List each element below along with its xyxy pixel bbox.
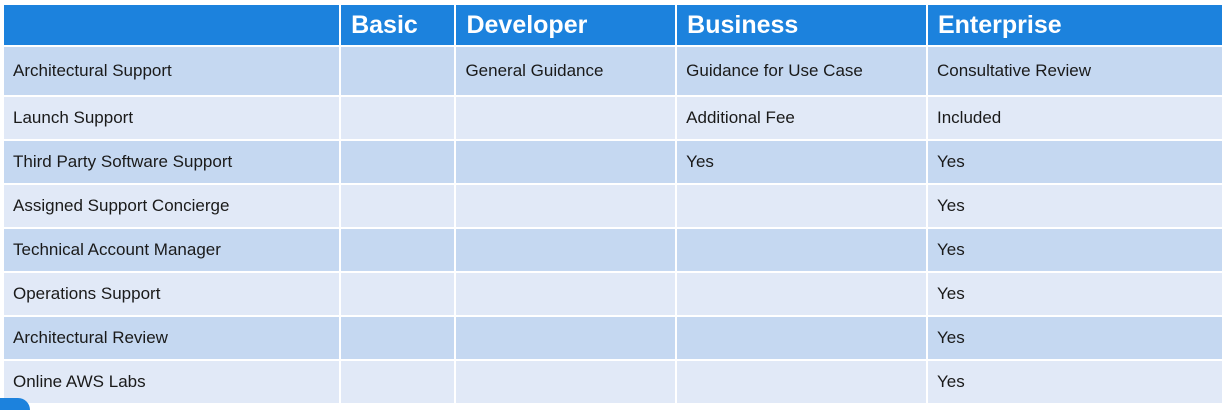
table-row: Operations Support Yes xyxy=(4,273,1222,315)
feature-cell: Technical Account Manager xyxy=(4,229,340,271)
support-plans-table: Basic Developer Business Enterprise Arch… xyxy=(2,3,1224,405)
header-feature xyxy=(4,5,340,45)
developer-cell xyxy=(456,185,676,227)
table-row: Third Party Software Support Yes Yes xyxy=(4,141,1222,183)
header-row: Basic Developer Business Enterprise xyxy=(4,5,1222,45)
basic-cell xyxy=(341,141,455,183)
header-developer: Developer xyxy=(456,5,676,45)
table-row: Launch Support Additional Fee Included xyxy=(4,97,1222,139)
enterprise-cell: Yes xyxy=(927,317,1222,359)
developer-cell: General Guidance xyxy=(456,47,676,95)
enterprise-cell: Yes xyxy=(927,361,1222,403)
table-row: Architectural Review Yes xyxy=(4,317,1222,359)
header-basic: Basic xyxy=(341,5,455,45)
table-row: Online AWS Labs Yes xyxy=(4,361,1222,403)
header-enterprise: Enterprise xyxy=(927,5,1222,45)
business-cell: Additional Fee xyxy=(677,97,926,139)
enterprise-cell: Yes xyxy=(927,185,1222,227)
business-cell: Yes xyxy=(677,141,926,183)
feature-cell: Architectural Review xyxy=(4,317,340,359)
enterprise-cell: Included xyxy=(927,97,1222,139)
developer-cell xyxy=(456,141,676,183)
feature-cell: Online AWS Labs xyxy=(4,361,340,403)
business-cell xyxy=(677,317,926,359)
business-cell xyxy=(677,361,926,403)
enterprise-cell: Consultative Review xyxy=(927,47,1222,95)
feature-cell: Assigned Support Concierge xyxy=(4,185,340,227)
slide-corner-accent xyxy=(0,398,30,410)
developer-cell xyxy=(456,273,676,315)
table-row: Architectural Support General Guidance G… xyxy=(4,47,1222,95)
developer-cell xyxy=(456,317,676,359)
feature-cell: Launch Support xyxy=(4,97,340,139)
basic-cell xyxy=(341,229,455,271)
developer-cell xyxy=(456,97,676,139)
business-cell xyxy=(677,273,926,315)
basic-cell xyxy=(341,273,455,315)
developer-cell xyxy=(456,229,676,271)
header-business: Business xyxy=(677,5,926,45)
feature-cell: Architectural Support xyxy=(4,47,340,95)
basic-cell xyxy=(341,47,455,95)
developer-cell xyxy=(456,361,676,403)
feature-cell: Third Party Software Support xyxy=(4,141,340,183)
feature-cell: Operations Support xyxy=(4,273,340,315)
table-row: Assigned Support Concierge Yes xyxy=(4,185,1222,227)
table-row: Technical Account Manager Yes xyxy=(4,229,1222,271)
enterprise-cell: Yes xyxy=(927,141,1222,183)
basic-cell xyxy=(341,185,455,227)
enterprise-cell: Yes xyxy=(927,273,1222,315)
business-cell xyxy=(677,185,926,227)
enterprise-cell: Yes xyxy=(927,229,1222,271)
basic-cell xyxy=(341,317,455,359)
basic-cell xyxy=(341,97,455,139)
business-cell: Guidance for Use Case xyxy=(677,47,926,95)
basic-cell xyxy=(341,361,455,403)
business-cell xyxy=(677,229,926,271)
